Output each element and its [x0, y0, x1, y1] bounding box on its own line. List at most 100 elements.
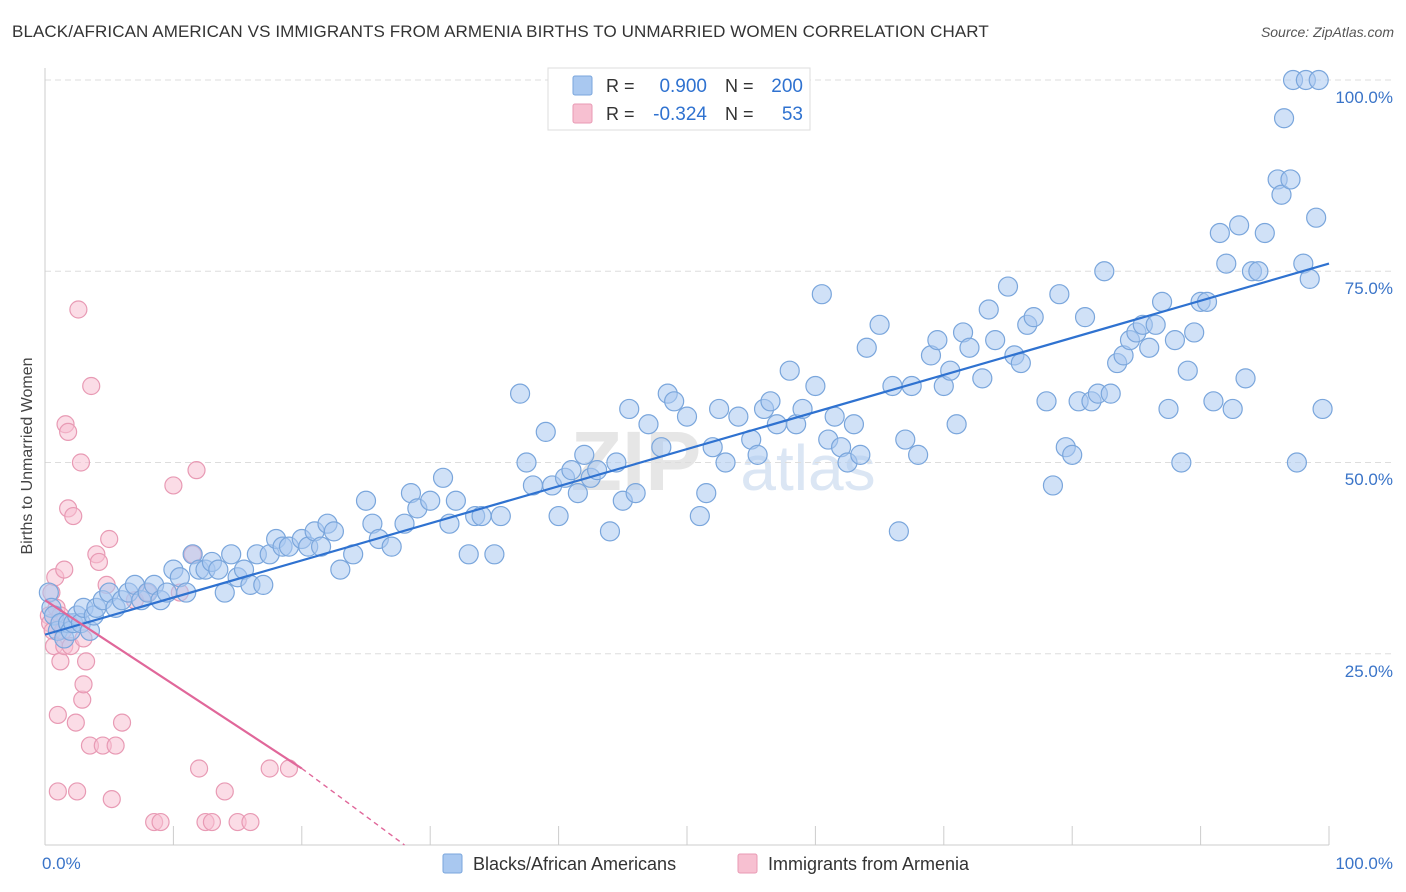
legend-n-label-1: N = [725, 76, 754, 96]
point-black-124 [946, 414, 967, 435]
point-black-177 [1306, 207, 1327, 228]
point-black-28 [176, 582, 197, 603]
point-black-136 [1042, 475, 1064, 496]
point-armenia-12 [55, 560, 74, 579]
legend-r-label-2: R = [606, 104, 635, 124]
point-black-78 [574, 444, 595, 465]
point-black-102 [779, 360, 800, 381]
point-black-137 [1049, 284, 1070, 305]
point-black-117 [895, 429, 916, 450]
point-armenia-47 [202, 812, 222, 832]
point-armenia-48 [215, 782, 234, 801]
point-armenia-7 [48, 705, 67, 725]
point-black-165 [1229, 215, 1250, 236]
point-black-48 [310, 536, 332, 557]
point-black-134 [1023, 307, 1044, 328]
x-tick-label-max: 100.0% [1335, 854, 1393, 873]
point-black-130 [997, 276, 1019, 297]
source-label: Source: ZipAtlas.com [1260, 24, 1394, 40]
point-armenia-35 [106, 736, 125, 755]
point-black-166 [1235, 368, 1256, 389]
point-black-50 [323, 521, 344, 542]
point-black-77 [567, 483, 588, 504]
point-black-113 [856, 337, 877, 358]
point-black-129 [985, 330, 1006, 351]
point-black-74 [548, 505, 569, 527]
point-black-67 [484, 544, 505, 565]
x-tick-label-min: 0.0% [42, 854, 81, 873]
y-tick-label-100: 100.0% [1335, 88, 1393, 107]
point-armenia-22 [71, 453, 91, 472]
point-armenia-36 [112, 713, 132, 732]
point-armenia-15 [59, 422, 78, 441]
point-armenia-52 [279, 759, 299, 778]
point-black-144 [1094, 261, 1115, 282]
point-armenia-23 [73, 690, 92, 709]
point-black-35 [221, 544, 242, 565]
point-black-157 [1177, 360, 1198, 381]
series-legend: Blacks/African Americans Immigrants from… [442, 853, 970, 874]
point-armenia-10 [51, 652, 70, 671]
y-tick-label-75: 75.0% [1345, 279, 1393, 298]
y-axis-label: Births to Unmarried Women [19, 357, 36, 554]
point-black-178 [1312, 398, 1333, 420]
point-black-172 [1273, 108, 1295, 129]
bottom-legend-label-blue: Blacks/African Americans [473, 854, 676, 874]
point-black-141 [1074, 307, 1096, 328]
point-black-126 [959, 337, 980, 358]
point-black-60 [420, 490, 441, 511]
series-black-points [38, 69, 1333, 649]
point-black-139 [1062, 444, 1083, 465]
chart-title: BLACK/AFRICAN AMERICAN VS IMMIGRANTS FRO… [12, 22, 989, 41]
point-black-156 [1171, 452, 1192, 473]
point-black-56 [381, 536, 402, 557]
point-armenia-40 [151, 812, 170, 832]
point-black-158 [1184, 322, 1205, 343]
legend-r-label-1: R = [606, 76, 635, 96]
legend-r-value-2: -0.324 [653, 104, 707, 125]
trend-line-armenia [44, 599, 303, 770]
legend-n-value-1: 200 [771, 76, 803, 97]
point-black-96 [728, 406, 749, 427]
bottom-legend-label-pink: Immigrants from Armenia [768, 854, 970, 874]
point-black-89 [664, 391, 685, 412]
point-black-64 [458, 544, 479, 565]
point-black-85 [625, 483, 646, 504]
point-black-61 [432, 467, 454, 488]
point-black-168 [1248, 261, 1269, 282]
point-black-98 [747, 444, 768, 465]
point-armenia-51 [260, 759, 279, 778]
point-armenia-45 [189, 759, 209, 778]
point-black-84 [619, 398, 640, 420]
point-armenia-18 [64, 506, 83, 526]
legend-swatch-pink [572, 103, 593, 124]
legend-swatch-blue [572, 75, 593, 96]
point-black-174 [1286, 452, 1308, 473]
point-armenia-44 [187, 461, 206, 480]
point-black-128 [978, 299, 999, 320]
point-black-127 [972, 368, 993, 389]
point-black-76 [561, 460, 582, 481]
point-armenia-30 [89, 552, 109, 572]
point-black-114 [869, 314, 890, 335]
point-black-173 [1280, 169, 1301, 190]
point-black-162 [1209, 222, 1230, 244]
point-black-70 [516, 452, 537, 473]
point-black-151 [1139, 337, 1160, 358]
point-black-153 [1151, 291, 1173, 312]
point-black-119 [908, 444, 929, 465]
point-black-40 [253, 574, 274, 596]
point-black-135 [1036, 391, 1057, 412]
point-armenia-41 [164, 476, 183, 495]
point-armenia-34 [102, 789, 121, 809]
stats-legend: R = 0.900 N = 200 R = -0.324 N = 53 [547, 67, 811, 131]
point-black-105 [805, 375, 826, 397]
point-black-69 [509, 383, 531, 404]
point-armenia-28 [82, 376, 101, 396]
point-armenia-24 [74, 675, 93, 694]
bottom-legend-swatch-pink [737, 853, 758, 874]
point-armenia-20 [67, 782, 87, 801]
point-black-100 [760, 391, 781, 412]
point-black-33 [208, 559, 229, 580]
trend-lines [44, 262, 1330, 846]
